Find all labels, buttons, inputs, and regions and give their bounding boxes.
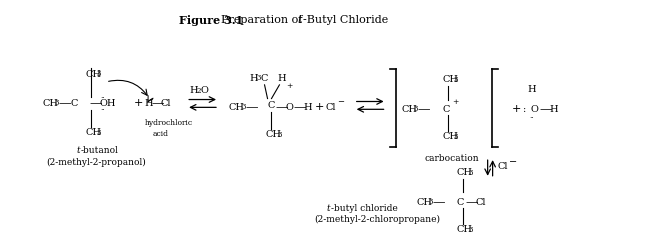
- Text: 3: 3: [469, 169, 473, 177]
- Text: O: O: [200, 86, 208, 95]
- Text: OH: OH: [100, 99, 116, 108]
- Text: 3: 3: [454, 133, 458, 141]
- Text: CH: CH: [85, 128, 101, 137]
- Text: Preparation of: Preparation of: [221, 14, 306, 24]
- Text: C: C: [457, 198, 464, 207]
- Text: carbocation: carbocation: [424, 154, 478, 163]
- Text: —: —: [246, 101, 258, 114]
- Text: —: —: [275, 101, 288, 114]
- Text: +: +: [512, 104, 521, 114]
- Text: C: C: [267, 101, 275, 110]
- Text: -Butyl Chloride: -Butyl Chloride: [303, 14, 389, 24]
- Text: H: H: [249, 74, 258, 83]
- Text: O: O: [285, 103, 293, 112]
- Text: ··: ··: [529, 114, 534, 122]
- Text: —: —: [58, 97, 71, 110]
- Text: 2: 2: [196, 87, 201, 95]
- Text: C: C: [442, 105, 449, 114]
- Text: -butanol: -butanol: [80, 146, 118, 155]
- Text: :: :: [523, 105, 527, 114]
- Text: 3: 3: [454, 76, 458, 84]
- Text: Cl: Cl: [325, 103, 335, 112]
- Text: H: H: [549, 105, 558, 114]
- Text: CH: CH: [457, 168, 473, 177]
- Text: +: +: [315, 102, 325, 112]
- Text: —: —: [89, 97, 102, 110]
- Text: CH: CH: [265, 130, 282, 139]
- Text: H: H: [527, 85, 536, 94]
- Text: CH: CH: [42, 99, 59, 108]
- Text: acid: acid: [152, 130, 168, 138]
- Text: CH: CH: [442, 132, 458, 141]
- Text: H: H: [303, 103, 312, 112]
- Text: ··: ··: [100, 106, 105, 114]
- Text: -butyl chloride: -butyl chloride: [331, 204, 398, 212]
- Text: 3: 3: [97, 129, 102, 137]
- Text: ··: ··: [100, 94, 105, 102]
- Text: 3: 3: [54, 99, 59, 108]
- Text: C: C: [261, 74, 268, 83]
- Text: H: H: [145, 99, 153, 108]
- Text: t: t: [297, 14, 302, 24]
- Text: 3: 3: [257, 74, 261, 82]
- Text: C: C: [70, 99, 78, 108]
- Text: t: t: [326, 204, 329, 212]
- Text: Cl: Cl: [160, 99, 171, 108]
- Text: 3: 3: [97, 70, 102, 78]
- Text: —: —: [432, 196, 445, 209]
- Text: —: —: [466, 196, 478, 209]
- Text: t: t: [76, 146, 80, 155]
- Text: H: H: [189, 86, 198, 95]
- Text: CH: CH: [85, 70, 101, 79]
- Text: 3: 3: [413, 105, 418, 113]
- Text: —: —: [417, 103, 430, 116]
- Text: +: +: [452, 98, 458, 107]
- Text: CH: CH: [229, 103, 245, 112]
- Text: −: −: [510, 158, 517, 167]
- Text: CH: CH: [442, 75, 458, 85]
- Text: —: —: [293, 101, 306, 114]
- Text: 3: 3: [277, 131, 282, 139]
- Text: Cl: Cl: [476, 198, 486, 207]
- Text: —: —: [539, 103, 552, 116]
- Text: (2-methyl-2-propanol): (2-methyl-2-propanol): [46, 158, 146, 167]
- Text: −: −: [337, 98, 344, 107]
- Text: CH: CH: [457, 225, 473, 234]
- Text: —: —: [152, 97, 164, 110]
- Text: H: H: [277, 74, 286, 83]
- Text: Figure 3.1: Figure 3.1: [180, 14, 244, 25]
- Text: +: +: [134, 98, 143, 109]
- Text: +: +: [286, 82, 293, 90]
- Text: Cl: Cl: [498, 162, 508, 171]
- Text: 3: 3: [428, 198, 432, 206]
- Text: CH: CH: [416, 198, 432, 207]
- Text: O: O: [530, 105, 538, 114]
- Text: 3: 3: [242, 103, 246, 111]
- Text: CH: CH: [401, 105, 417, 114]
- Text: (2-methyl-2-chloropropane): (2-methyl-2-chloropropane): [314, 215, 440, 224]
- Text: hydrochloric: hydrochloric: [145, 119, 193, 127]
- Text: 3: 3: [469, 225, 473, 233]
